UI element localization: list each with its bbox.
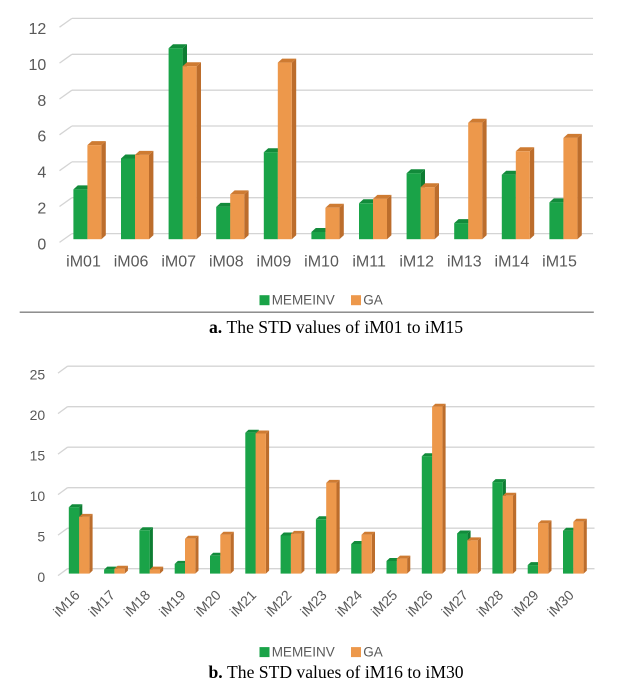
svg-text:GA: GA [363,293,383,308]
svg-text:a. The STD values of iM01 to i: a. The STD values of iM01 to iM15 [209,317,463,337]
svg-text:iM07: iM07 [161,254,196,271]
svg-text:4: 4 [37,165,46,182]
svg-text:MEMEINV: MEMEINV [272,293,335,308]
svg-text:GA: GA [363,645,383,660]
svg-text:iM06: iM06 [114,254,149,271]
svg-text:10: 10 [29,57,47,74]
svg-text:iM12: iM12 [399,254,434,271]
svg-text:8: 8 [37,93,46,110]
svg-text:25: 25 [30,367,46,383]
svg-text:2: 2 [37,200,46,217]
svg-text:20: 20 [30,407,46,423]
svg-text:MEMEINV: MEMEINV [272,645,335,660]
svg-text:iM10: iM10 [304,254,339,271]
svg-text:10: 10 [30,488,46,504]
svg-text:iM11: iM11 [352,254,386,271]
svg-text:iM14: iM14 [495,254,530,271]
svg-text:b. The STD values of iM16 to i: b. The STD values of iM16 to iM30 [208,662,463,682]
svg-text:12: 12 [29,21,47,38]
svg-text:5: 5 [37,529,45,545]
svg-text:iM08: iM08 [209,254,244,271]
svg-text:6: 6 [37,129,46,146]
svg-text:15: 15 [30,448,46,464]
svg-text:iM13: iM13 [447,254,482,271]
svg-text:0: 0 [37,569,45,585]
svg-text:iM15: iM15 [542,254,577,271]
svg-text:iM01: iM01 [66,254,101,271]
svg-text:iM09: iM09 [257,254,292,271]
svg-text:0: 0 [37,236,46,253]
